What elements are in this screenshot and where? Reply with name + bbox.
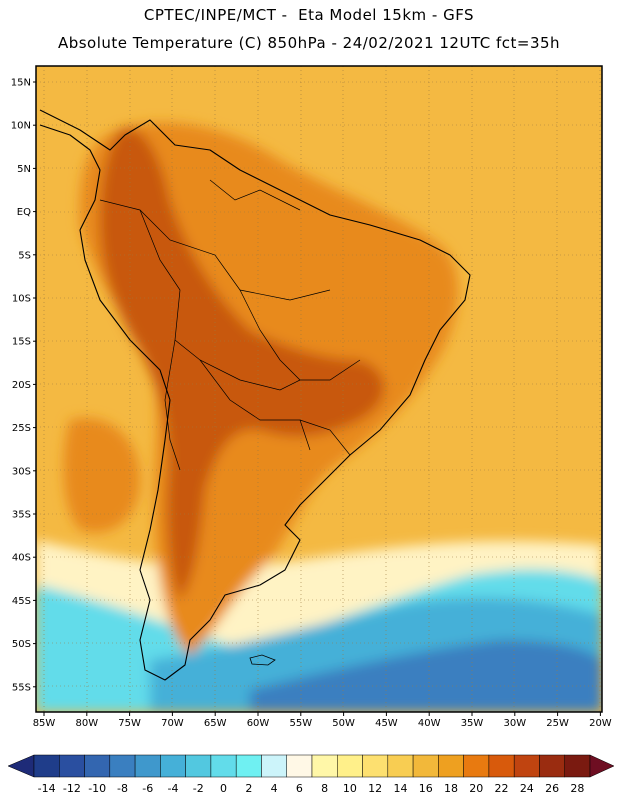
colorbar-label: -10 (88, 782, 106, 795)
lat-label: 20S (12, 380, 31, 391)
colorbar-swatch (185, 754, 212, 778)
lon-label: 45W (375, 718, 398, 729)
colorbar-label: -6 (142, 782, 153, 795)
warm-ocean-patch (63, 418, 140, 533)
colorbar-swatch (59, 754, 85, 778)
lat-label: 45S (12, 596, 31, 607)
colorbar-label: 16 (419, 782, 433, 795)
colorbar-label: 24 (520, 782, 534, 795)
colorbar-label: 10 (343, 782, 357, 795)
colorbar-label: 14 (393, 782, 407, 795)
colorbar-label: 22 (495, 782, 509, 795)
lon-label: 20W (589, 718, 612, 729)
map-frame (35, 65, 603, 713)
lon-label: 50W (332, 718, 355, 729)
lat-label: 15N (11, 78, 31, 89)
lat-label: 25S (12, 423, 31, 434)
colorbar-label: -4 (168, 782, 179, 795)
colorbar-label: 8 (321, 782, 328, 795)
colorbar-label: -12 (63, 782, 81, 795)
lat-label: 30S (12, 466, 31, 477)
colorbar-label: 26 (545, 782, 559, 795)
colorbar-swatch (311, 754, 338, 778)
colorbar: -14 -12 -10 -8 -6 -4 -2 0 2 4 6 8 10 12 14 16 18 20 22 24 26… (7, 754, 615, 795)
colorbar-swatch (362, 754, 389, 778)
colorbar-swatch (564, 754, 591, 778)
colorbar-low-arrow (7, 754, 35, 778)
colorbar-label: -8 (117, 782, 128, 795)
lon-label: 65W (204, 718, 227, 729)
falkland-islands (249, 654, 276, 666)
lon-label: 75W (118, 718, 141, 729)
colorbar-swatch (33, 754, 60, 778)
colorbar-swatch (210, 754, 237, 778)
lat-label: 10S (12, 294, 31, 305)
lat-label: 40S (12, 553, 31, 564)
lat-label: 35S (12, 510, 31, 521)
colorbar-label: 12 (368, 782, 382, 795)
colorbar-swatch (438, 754, 464, 778)
latitude-labels: 15N 10N 5N EQ 5S 10S 15S 20S 25S 30S 35S 40S 45S 50S 5… (11, 78, 36, 693)
colorbar-label: 0 (220, 782, 227, 795)
colorbar-swatch (286, 754, 313, 778)
colorbar-swatch (261, 754, 287, 778)
colorbar-label: 28 (570, 782, 584, 795)
colorbar-label: -2 (193, 782, 204, 795)
colorbar-high-arrow (589, 754, 615, 778)
colorbar-swatch (488, 754, 515, 778)
colorbar-swatch (539, 754, 565, 778)
lat-label: 5N (17, 164, 31, 175)
colorbar-swatch (513, 754, 540, 778)
colorbar-swatch (84, 754, 111, 778)
lon-label: 30W (503, 718, 526, 729)
lon-label: 80W (75, 718, 98, 729)
lat-label: 15S (12, 337, 31, 348)
colorbar-label: 4 (271, 782, 278, 795)
colorbar-swatch (109, 754, 136, 778)
longitude-labels: 85W 80W 75W 70W 65W 60W 55W 50W 45W 40W 35W 30W 25W 2… (33, 712, 612, 729)
lon-label: 55W (289, 718, 312, 729)
colorbar-swatch (387, 754, 414, 778)
colorbar-swatch (134, 754, 161, 778)
lon-label: 35W (461, 718, 484, 729)
lat-label: EQ (17, 207, 31, 218)
colorbar-label: 20 (469, 782, 483, 795)
colorbar-swatch (337, 754, 363, 778)
colorbar-swatch (463, 754, 490, 778)
lon-label: 85W (33, 718, 56, 729)
colorbar-swatch (412, 754, 439, 778)
temperature-field (36, 66, 602, 712)
colorbar-label: 6 (296, 782, 303, 795)
lat-label: 10N (11, 121, 31, 132)
colorbar-label: 18 (444, 782, 458, 795)
country-borders (99, 179, 361, 471)
lon-label: 40W (418, 718, 441, 729)
map-subtitle: Absolute Temperature (C) 850hPa - 24/02/… (57, 34, 561, 52)
map-title: CPTEC/INPE/MCT - Eta Model 15km - GFS (143, 6, 475, 24)
lat-label: 5S (18, 250, 31, 261)
lon-label: 60W (247, 718, 270, 729)
lon-label: 70W (161, 718, 184, 729)
colorbar-swatch (160, 754, 186, 778)
colorbar-label: -14 (38, 782, 56, 795)
land-hot (100, 128, 385, 600)
coastline (39, 109, 471, 681)
lat-label: 50S (12, 639, 31, 650)
colorbar-swatch (235, 754, 262, 778)
lon-label: 25W (546, 718, 569, 729)
colorbar-label: 2 (245, 782, 252, 795)
lat-label: 55S (12, 682, 31, 693)
